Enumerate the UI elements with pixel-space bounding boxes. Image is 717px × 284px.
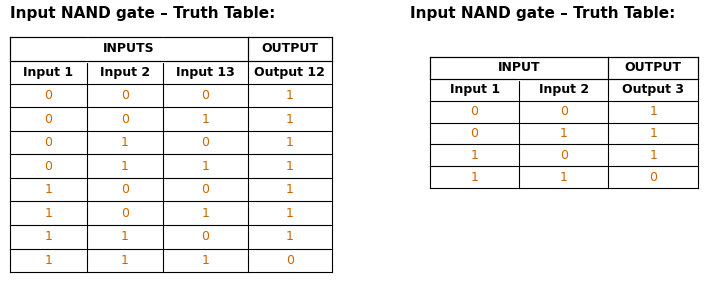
Text: INPUTS: INPUTS bbox=[103, 42, 155, 55]
Text: 1: 1 bbox=[286, 89, 294, 102]
Text: 1: 1 bbox=[286, 230, 294, 243]
Text: 0: 0 bbox=[201, 136, 209, 149]
Text: 1: 1 bbox=[44, 254, 52, 267]
Text: 0: 0 bbox=[121, 89, 129, 102]
Text: 1: 1 bbox=[286, 207, 294, 220]
Text: 1: 1 bbox=[286, 136, 294, 149]
Text: 0: 0 bbox=[286, 254, 294, 267]
Text: 0: 0 bbox=[44, 160, 52, 173]
Text: 0: 0 bbox=[201, 183, 209, 196]
Text: OUTPUT: OUTPUT bbox=[625, 61, 682, 74]
Text: 1: 1 bbox=[44, 183, 52, 196]
Text: 0: 0 bbox=[650, 171, 657, 183]
Text: 1: 1 bbox=[121, 136, 129, 149]
Text: 1: 1 bbox=[650, 105, 657, 118]
Text: 0: 0 bbox=[470, 127, 479, 140]
Text: 1: 1 bbox=[121, 160, 129, 173]
Text: 0: 0 bbox=[201, 89, 209, 102]
Text: OUTPUT: OUTPUT bbox=[261, 42, 318, 55]
Text: Output 12: Output 12 bbox=[255, 66, 326, 79]
Text: 1: 1 bbox=[121, 254, 129, 267]
Text: 1: 1 bbox=[470, 149, 478, 162]
Text: Input 1: Input 1 bbox=[450, 83, 500, 96]
Text: Input NAND gate – Truth Table:: Input NAND gate – Truth Table: bbox=[10, 6, 275, 21]
Text: 0: 0 bbox=[44, 113, 52, 126]
Text: 1: 1 bbox=[286, 160, 294, 173]
Text: 0: 0 bbox=[201, 230, 209, 243]
Text: 1: 1 bbox=[201, 254, 209, 267]
Text: 1: 1 bbox=[286, 183, 294, 196]
Text: 0: 0 bbox=[560, 149, 568, 162]
Text: 0: 0 bbox=[44, 136, 52, 149]
Text: 1: 1 bbox=[560, 127, 568, 140]
Text: 1: 1 bbox=[650, 127, 657, 140]
Text: 0: 0 bbox=[560, 105, 568, 118]
Text: 1: 1 bbox=[560, 171, 568, 183]
Text: 1: 1 bbox=[470, 171, 478, 183]
Text: Input 1: Input 1 bbox=[23, 66, 73, 79]
Text: 1: 1 bbox=[201, 207, 209, 220]
Text: 0: 0 bbox=[44, 89, 52, 102]
Text: Input 2: Input 2 bbox=[538, 83, 589, 96]
Text: 1: 1 bbox=[44, 207, 52, 220]
Text: 0: 0 bbox=[470, 105, 479, 118]
Text: 0: 0 bbox=[121, 113, 129, 126]
Text: 1: 1 bbox=[650, 149, 657, 162]
Text: 1: 1 bbox=[201, 160, 209, 173]
Text: Input 13: Input 13 bbox=[176, 66, 235, 79]
Text: INPUT: INPUT bbox=[498, 61, 541, 74]
Text: 1: 1 bbox=[121, 230, 129, 243]
Text: 1: 1 bbox=[44, 230, 52, 243]
Text: 1: 1 bbox=[286, 113, 294, 126]
Text: 0: 0 bbox=[121, 207, 129, 220]
Text: 1: 1 bbox=[201, 113, 209, 126]
Text: Output 3: Output 3 bbox=[622, 83, 684, 96]
Text: Input NAND gate – Truth Table:: Input NAND gate – Truth Table: bbox=[410, 6, 675, 21]
Text: Input 2: Input 2 bbox=[100, 66, 150, 79]
Text: 0: 0 bbox=[121, 183, 129, 196]
